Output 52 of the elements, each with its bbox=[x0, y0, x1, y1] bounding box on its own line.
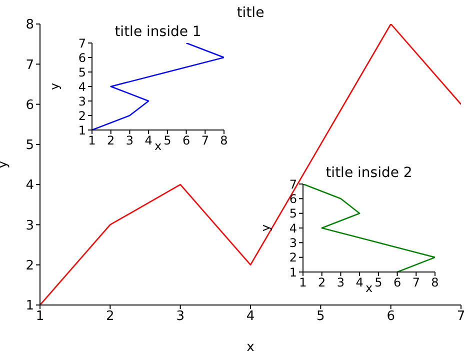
y-tick-label: 6 bbox=[78, 50, 86, 65]
y-tick-label: 6 bbox=[26, 98, 34, 113]
y-tick-label: 7 bbox=[26, 58, 34, 73]
chart-title: title inside 1 bbox=[114, 24, 202, 40]
y-tick-label: 2 bbox=[78, 108, 86, 123]
y-axis-title: y bbox=[258, 224, 272, 232]
x-axis-title: x bbox=[365, 281, 373, 295]
x-tick-label: 7 bbox=[412, 276, 420, 290]
y-tick-label: 4 bbox=[26, 178, 34, 194]
y-tick-label: 5 bbox=[289, 206, 297, 221]
y-tick-label: 1 bbox=[289, 265, 297, 280]
y-tick-label: 1 bbox=[78, 123, 86, 138]
x-tick-label: 1 bbox=[88, 134, 96, 148]
x-tick-label: 2 bbox=[318, 276, 326, 290]
y-tick-label: 3 bbox=[289, 236, 297, 250]
x-tick-label: 7 bbox=[456, 309, 466, 324]
x-tick-label: 1 bbox=[299, 276, 307, 290]
y-tick-label: 7 bbox=[289, 177, 297, 192]
y-tick-label: 2 bbox=[289, 250, 297, 265]
x-axis-title: x bbox=[154, 139, 162, 153]
x-tick-label: 4 bbox=[246, 309, 255, 324]
x-tick-label: 6 bbox=[182, 134, 190, 148]
y-tick-label: 5 bbox=[78, 65, 86, 80]
x-tick-label: 7 bbox=[201, 134, 209, 148]
x-tick-label: 8 bbox=[220, 134, 228, 148]
x-tick-label: 3 bbox=[126, 134, 134, 148]
y-tick-label: 3 bbox=[78, 94, 86, 108]
y-tick-label: 8 bbox=[26, 18, 34, 33]
y-tick-label: 4 bbox=[289, 221, 297, 236]
y-tick-label: 4 bbox=[78, 80, 86, 94]
chart-title: title inside 2 bbox=[324, 165, 414, 181]
x-tick-label: 2 bbox=[107, 134, 115, 148]
y-tick-label: 1 bbox=[26, 298, 34, 314]
x-tick-label: 2 bbox=[106, 309, 114, 324]
y-tick-label: 2 bbox=[26, 258, 34, 274]
x-tick-label: 8 bbox=[431, 276, 439, 290]
x-tick-label: 3 bbox=[176, 309, 184, 324]
x-axis-title: x bbox=[246, 340, 255, 351]
y-tick-label: 3 bbox=[26, 218, 34, 234]
y-tick-label: 7 bbox=[78, 36, 86, 50]
x-tick-label: 1 bbox=[36, 309, 44, 324]
x-tick-label: 3 bbox=[336, 276, 345, 290]
y-tick-label: 6 bbox=[289, 192, 297, 206]
x-tick-label: 6 bbox=[386, 309, 395, 324]
x-tick-label: 5 bbox=[316, 309, 325, 324]
y-axis-title: y bbox=[47, 82, 62, 90]
x-tick-label: 5 bbox=[164, 134, 172, 148]
x-tick-label: 4 bbox=[356, 276, 364, 290]
x-tick-label: 4 bbox=[144, 134, 152, 148]
x-tick-label: 5 bbox=[374, 276, 382, 290]
chart-title: title bbox=[236, 5, 266, 21]
x-tick-label: 6 bbox=[393, 276, 402, 290]
